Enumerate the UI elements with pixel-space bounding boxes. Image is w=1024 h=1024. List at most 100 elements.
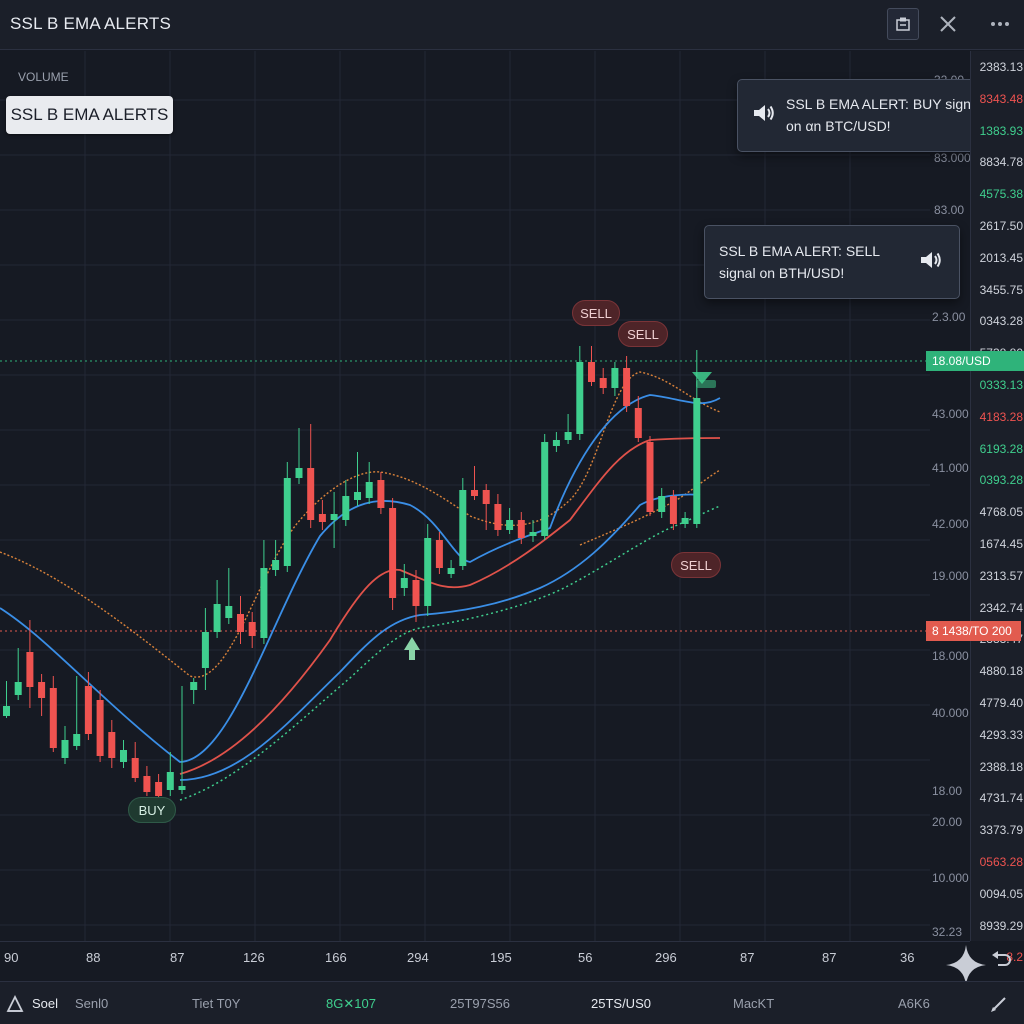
sell-signal-label: SELL: [618, 321, 668, 347]
indicator-badge[interactable]: SSL B EMA ALERTS: [6, 96, 173, 134]
bottom-bar-item[interactable]: Senl0: [75, 996, 109, 1011]
inner-tick-label: 40.000: [932, 706, 969, 720]
candle: [330, 492, 338, 548]
candle-body: [669, 496, 677, 524]
candle: [435, 532, 443, 574]
candle: [611, 362, 619, 396]
bottom-bar-item[interactable]: 25T97S56: [450, 996, 510, 1011]
inner-tick-label: 2.3.00: [932, 310, 966, 324]
bottom-bar-item[interactable]: 25TS/US0: [591, 996, 651, 1011]
candle: [634, 396, 642, 442]
time-axis-label: 166: [325, 950, 347, 965]
price-scale[interactable]: 2383.13 8343.48 1383.93 8834.78 4575.38 2617.…: [970, 51, 1024, 964]
candle: [529, 520, 537, 542]
blue-ssl-line: [0, 394, 721, 763]
candle: [564, 414, 572, 444]
candle-body: [588, 362, 595, 382]
price-scale-value: 4768.05: [979, 505, 1023, 520]
sell-alert-toast[interactable]: SSL B EMA ALERT: SELL signal on BTH/USD!: [704, 225, 960, 299]
candle-body: [3, 706, 10, 716]
candle-body: [213, 604, 221, 632]
time-axis-label: 294: [407, 950, 429, 965]
bottom-bar-item[interactable]: 8G✕107: [326, 996, 376, 1011]
undo-icon[interactable]: [990, 951, 1012, 969]
close-button[interactable]: [932, 8, 964, 40]
candle: [424, 524, 432, 616]
time-axis-label: 56: [578, 950, 593, 965]
candle: [166, 752, 174, 796]
buy-alert-toast[interactable]: SSL B EMA ALERT: BUY signal on αn BTC/US…: [737, 79, 1000, 152]
candle: [599, 368, 607, 394]
sparkle-icon[interactable]: [944, 943, 988, 987]
time-axis-label: 195: [490, 950, 512, 965]
candle: [14, 648, 22, 700]
candle-body: [225, 606, 233, 618]
more-menu-button[interactable]: [984, 8, 1016, 40]
top-bar: SSL B EMA ALERTS: [0, 0, 1024, 50]
candle-body: [494, 504, 502, 530]
price-scale-value: 0563.28: [979, 855, 1023, 869]
candle: [3, 681, 10, 718]
candle-body: [471, 490, 478, 496]
inner-tick-label: 32.23: [932, 925, 963, 939]
candle: [38, 674, 46, 716]
candle-body: [435, 540, 443, 568]
price-scale-value: 2383.13: [979, 60, 1023, 74]
candle: [494, 494, 502, 536]
bottom-bar-item[interactable]: Soel: [32, 996, 59, 1011]
price-scale-value: 0094.05: [979, 886, 1023, 901]
price-scale-value: 6193.28: [979, 441, 1023, 456]
candle: [201, 608, 209, 690]
time-axis-label: 36: [900, 950, 915, 965]
chart-canvas[interactable]: 32.0083.00083.002.3.0043.00041.00042.000…: [0, 51, 971, 941]
bottom-bar-item[interactable]: Tiet T0Y: [192, 996, 241, 1011]
buy-signal-label: BUY: [128, 797, 176, 823]
time-axis-label: 88: [86, 950, 101, 965]
candle-body: [178, 786, 186, 790]
candle-body: [365, 482, 373, 498]
time-axis-label: 296: [655, 950, 677, 965]
candle-body: [389, 508, 397, 598]
sell-alert-text: SSL B EMA ALERT: SELL signal on BTH/USD!: [719, 243, 880, 281]
candle: [26, 620, 34, 708]
candle-body: [330, 514, 338, 520]
pencil-icon[interactable]: [990, 995, 1008, 1013]
time-axis[interactable]: 90 88 87 126 166 294 195 56 296 87 87 36: [0, 941, 970, 981]
candle-body: [143, 776, 151, 792]
candle-body: [354, 492, 361, 500]
candle: [588, 346, 595, 386]
app-title: SSL B EMA ALERTS: [10, 14, 171, 33]
sell-signal-label: SELL: [671, 552, 721, 578]
time-axis-label: 87: [822, 950, 837, 965]
candle-body: [506, 520, 514, 530]
candle-body: [295, 468, 303, 478]
candle-body: [658, 496, 666, 512]
candle-body: [611, 368, 619, 388]
price-scale-value: 4575.38: [979, 187, 1023, 202]
bottom-bar-item[interactable]: A6K6: [898, 996, 930, 1011]
price-scale-value: 1383.93: [979, 123, 1023, 138]
price-scale-value: 2313.57: [979, 568, 1023, 583]
price-scale-value: 2388.18: [979, 759, 1023, 774]
candle-body: [272, 560, 280, 570]
candle: [260, 540, 268, 644]
inner-tick-label: 19.000: [932, 569, 969, 583]
candle: [61, 726, 69, 764]
candle: [412, 570, 420, 622]
buy-alert-text: SSL B EMA ALERT: BUY signal on αn BTC/US…: [786, 96, 982, 134]
volume-pane-label: VOLUME: [18, 70, 69, 84]
candle-body: [576, 362, 584, 434]
corner-tools: [944, 941, 1024, 985]
inner-tick-label: 10.000: [932, 871, 969, 885]
price-scale-value: 2013.45: [979, 250, 1023, 265]
speaker-icon: [752, 102, 776, 130]
chart-type-icon[interactable]: [6, 995, 24, 1013]
candle-body: [424, 538, 432, 606]
layout-button[interactable]: [887, 8, 919, 40]
bottom-bar-item[interactable]: MacKT: [733, 996, 775, 1011]
candle-body: [529, 532, 537, 536]
price-chart[interactable]: [0, 51, 970, 941]
candle: [552, 432, 560, 452]
price-scale-value: 0343.28: [979, 314, 1023, 329]
candle-body: [599, 378, 607, 388]
